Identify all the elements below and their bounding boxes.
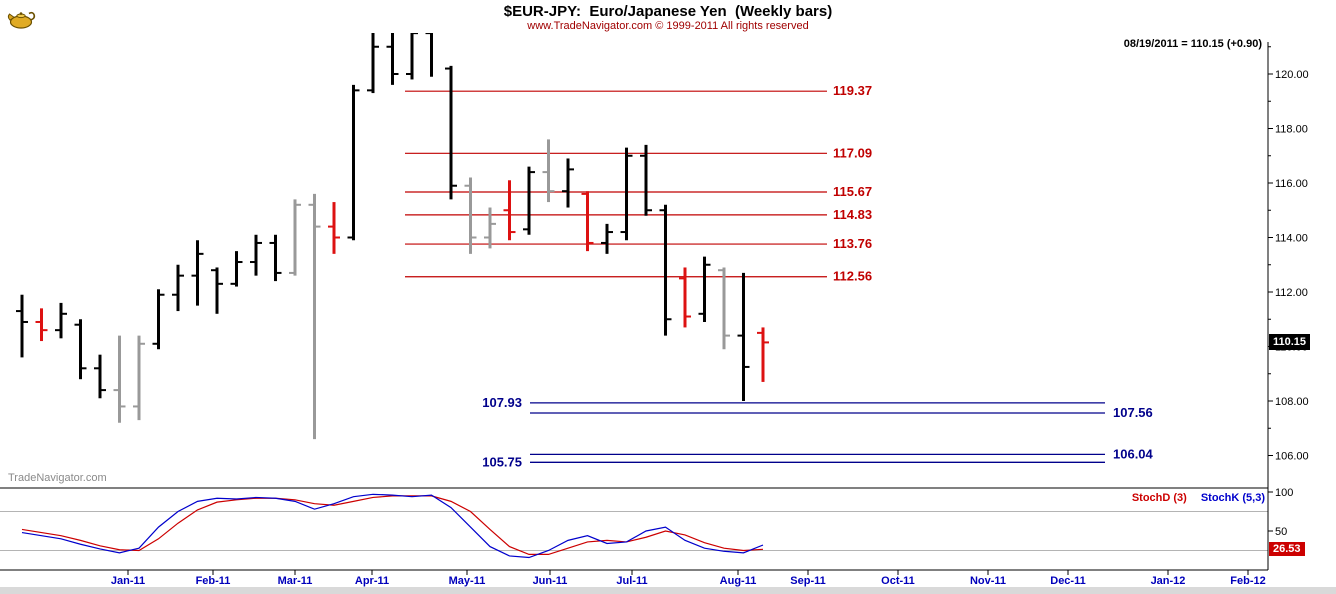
support-label: 106.04: [1113, 446, 1154, 461]
resistance-label: 113.76: [833, 236, 872, 251]
support-label: 105.75: [482, 454, 522, 469]
stochk-line: [21, 493, 764, 559]
last-quote-readout: 08/19/2011 = 110.15 (+0.90): [1123, 38, 1262, 50]
month-label: Feb-12: [1230, 575, 1265, 587]
month-label: May-11: [449, 575, 486, 587]
month-label: Sep-11: [790, 575, 825, 587]
genie-lamp-logo-icon: [6, 2, 36, 32]
chart-watermark: TradeNavigator.com: [8, 472, 107, 484]
month-label: Dec-11: [1050, 575, 1085, 587]
copyright-subtitle: www.TradeNavigator.com © 1999-2011 All r…: [527, 20, 809, 32]
stoch-legend: StochD (3) StochK (5,3): [1132, 492, 1265, 504]
resistance-label: 117.09: [833, 145, 872, 160]
month-label: Feb-11: [196, 575, 231, 587]
support-label: 107.93: [482, 395, 522, 410]
stochd-line: [21, 495, 764, 556]
stochk-legend-label: StochK (5,3): [1200, 492, 1265, 504]
support-label: 107.56: [1113, 405, 1153, 420]
month-label: Oct-11: [881, 575, 915, 587]
stoch-axis-label: 50: [1275, 526, 1287, 538]
resistance-label: 112.56: [833, 269, 872, 284]
month-label: Jun-11: [533, 575, 568, 587]
month-label: Jan-12: [1151, 575, 1186, 587]
stochd-legend-label: StochD (3): [1131, 492, 1187, 504]
month-label: Aug-11: [720, 575, 757, 587]
month-label: Jan-11: [111, 575, 145, 587]
price-axis-label: 106.00: [1275, 451, 1309, 463]
month-label: Mar-11: [278, 575, 313, 587]
month-label: Jul-11: [616, 575, 647, 587]
price-axis-label: 118.00: [1275, 124, 1308, 136]
stoch-value-badge: 26.53: [1269, 542, 1305, 556]
last-price-badge: 110.15: [1269, 334, 1311, 350]
price-axis-label: 116.00: [1275, 178, 1308, 190]
month-label: Apr-11: [355, 575, 389, 587]
resistance-label: 115.67: [833, 184, 872, 199]
price-axis-label: 120.00: [1275, 69, 1309, 81]
price-axis-label: 112.00: [1275, 287, 1308, 299]
stoch-plot: [21, 493, 764, 559]
logo-graphic: [7, 11, 36, 29]
price-axis-label: 108.00: [1275, 396, 1309, 408]
month-label: Nov-11: [970, 575, 1006, 587]
window-bottom-strip: [0, 587, 1336, 594]
bars-plot: [16, 33, 769, 440]
stoch-axis-label: 100: [1275, 487, 1293, 499]
resistance-label: 119.37: [833, 83, 872, 98]
page-title: $EUR-JPY: Euro/Japanese Yen (Weekly bars…: [503, 3, 833, 20]
resistance-label: 114.83: [833, 207, 872, 222]
price-axis-label: 114.00: [1275, 233, 1308, 245]
